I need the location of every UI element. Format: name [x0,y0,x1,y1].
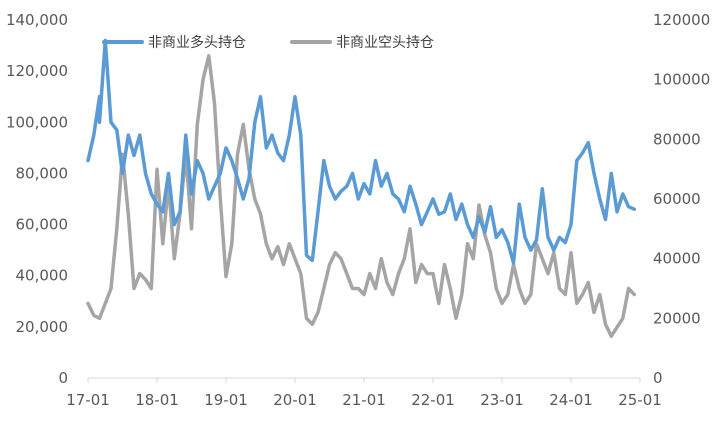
right-tick-label: 120000 [653,11,710,29]
x-tick-label: 22-01 [411,391,455,409]
series-line-short [86,54,637,338]
x-tick-label: 24-01 [549,391,593,409]
x-tick-label: 17-01 [66,391,110,409]
x-axis-ticks: 17-01 18-01 19-01 20-01 21-01 22-01 23-01 24-01… [66,378,662,409]
x-tick-label: 25-01 [618,391,662,409]
left-tick-label: 120,000 [6,62,68,80]
x-tick-label: 19-01 [204,391,248,409]
right-tick-label: 20000 [653,309,701,327]
left-tick-label: 60,000 [16,216,69,234]
legend-label-short: 非商业空头持仓 [336,35,434,51]
left-tick-label: 140,000 [6,11,68,29]
right-tick-label: 100000 [653,71,710,89]
legend-label-long: 非商业多头持仓 [148,34,246,51]
right-tick-label: 80000 [653,130,701,148]
left-tick-label: 0 [58,369,68,387]
left-tick-label: 80,000 [16,164,69,182]
right-axis-ticks: 0 20000 40000 60000 80000 100000 120000 [653,11,710,387]
x-tick-label: 18-01 [135,391,179,409]
x-tick-label: 23-01 [480,391,524,409]
right-tick-label: 60000 [653,190,701,208]
right-tick-label: 0 [653,369,663,387]
left-tick-label: 40,000 [16,267,69,285]
left-tick-label: 20,000 [16,318,69,336]
series-lines [86,38,637,338]
x-tick-label: 21-01 [342,391,386,409]
legend: 非商业多头持仓 非商业空头持仓 [102,34,434,51]
left-axis-ticks: 0 20,000 40,000 60,000 80,000 100,000 120,000 1… [6,11,68,387]
series-line-long [86,38,637,265]
left-tick-label: 100,000 [6,113,68,131]
right-tick-label: 40000 [653,250,701,268]
x-tick-label: 20-01 [273,391,317,409]
